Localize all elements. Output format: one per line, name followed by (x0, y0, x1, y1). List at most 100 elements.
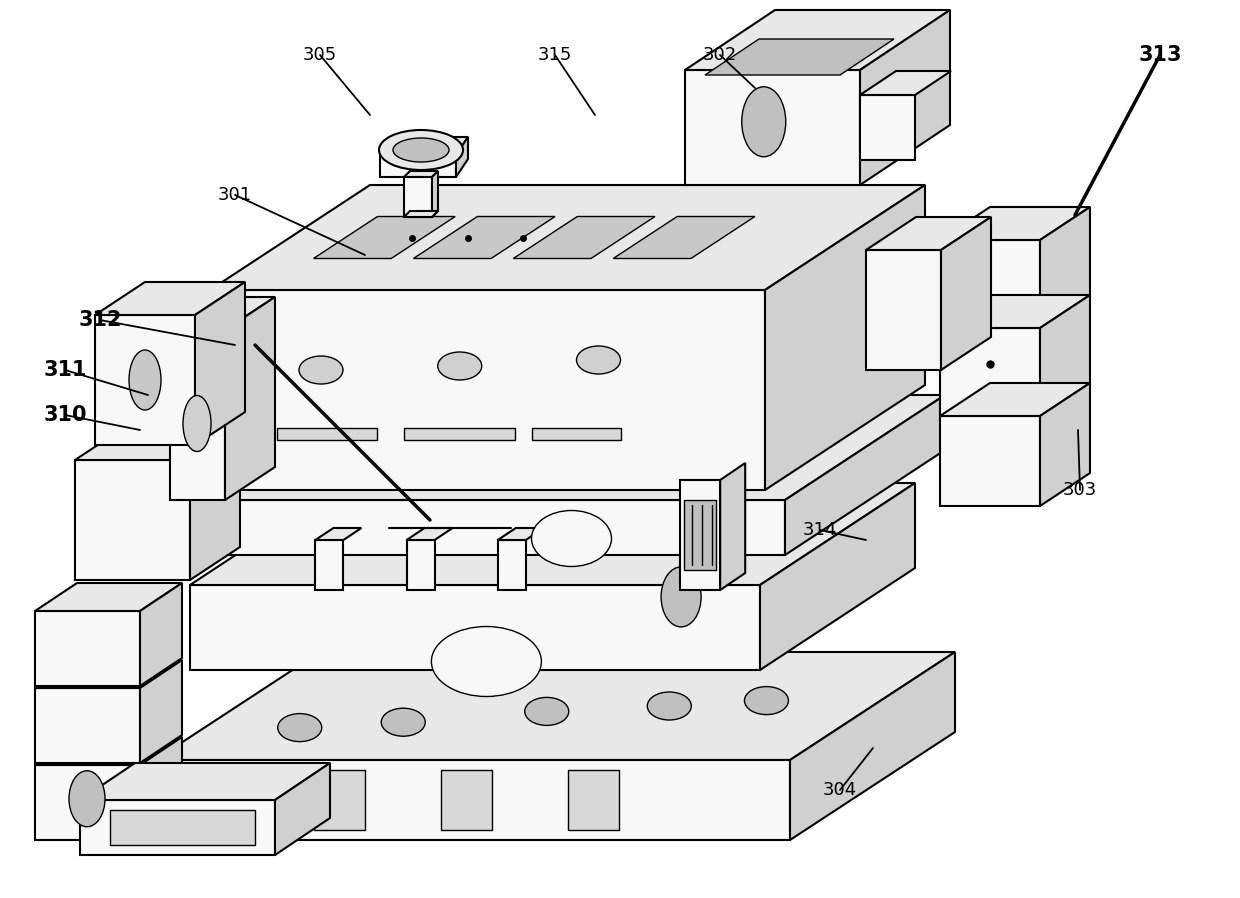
Polygon shape (379, 155, 456, 177)
Text: 304: 304 (823, 781, 857, 799)
Polygon shape (940, 240, 1040, 330)
Polygon shape (684, 500, 717, 570)
Polygon shape (175, 500, 785, 555)
Ellipse shape (379, 130, 463, 170)
Ellipse shape (299, 356, 343, 384)
Text: 312: 312 (78, 310, 122, 330)
Polygon shape (195, 282, 246, 445)
Polygon shape (190, 427, 241, 580)
Polygon shape (155, 760, 790, 840)
Ellipse shape (525, 698, 569, 726)
Polygon shape (277, 428, 377, 440)
Ellipse shape (432, 627, 542, 697)
Polygon shape (866, 250, 941, 370)
Polygon shape (940, 207, 1090, 240)
Polygon shape (140, 737, 182, 840)
Ellipse shape (661, 567, 701, 627)
Polygon shape (497, 540, 526, 590)
Polygon shape (210, 185, 925, 290)
Polygon shape (404, 211, 438, 217)
Polygon shape (35, 660, 182, 688)
Polygon shape (35, 737, 182, 765)
Text: 315: 315 (538, 46, 572, 64)
Polygon shape (224, 297, 275, 500)
Polygon shape (190, 483, 915, 585)
Polygon shape (170, 330, 224, 500)
Polygon shape (404, 177, 432, 217)
Polygon shape (785, 395, 945, 555)
Polygon shape (1040, 295, 1090, 418)
Polygon shape (684, 70, 861, 185)
Ellipse shape (742, 87, 786, 157)
Polygon shape (568, 770, 619, 830)
Polygon shape (497, 528, 544, 540)
Polygon shape (110, 810, 255, 845)
Polygon shape (407, 540, 434, 590)
Polygon shape (35, 688, 140, 763)
Polygon shape (760, 483, 915, 670)
Polygon shape (790, 652, 955, 840)
Text: 305: 305 (303, 46, 337, 64)
Polygon shape (941, 217, 991, 370)
Polygon shape (140, 583, 182, 686)
Polygon shape (404, 171, 438, 177)
Ellipse shape (647, 692, 692, 720)
Polygon shape (440, 770, 491, 830)
Text: 302: 302 (703, 46, 737, 64)
Polygon shape (170, 297, 275, 330)
Polygon shape (95, 282, 246, 315)
Polygon shape (1040, 383, 1090, 506)
Polygon shape (275, 763, 330, 855)
Polygon shape (681, 480, 720, 590)
Polygon shape (35, 611, 140, 686)
Polygon shape (74, 427, 241, 460)
Polygon shape (940, 328, 1040, 418)
Text: 311: 311 (43, 360, 87, 380)
Text: 314: 314 (802, 521, 837, 539)
Polygon shape (413, 216, 556, 259)
Polygon shape (1040, 207, 1090, 330)
Polygon shape (940, 295, 1090, 328)
Polygon shape (35, 765, 140, 840)
Polygon shape (175, 395, 945, 500)
Polygon shape (190, 585, 760, 670)
Text: 303: 303 (1063, 481, 1097, 499)
Polygon shape (210, 290, 765, 490)
Polygon shape (81, 800, 275, 855)
Ellipse shape (532, 510, 611, 567)
Polygon shape (861, 10, 950, 185)
Ellipse shape (577, 346, 620, 374)
Polygon shape (407, 528, 453, 540)
Polygon shape (940, 416, 1040, 506)
Polygon shape (35, 583, 182, 611)
Polygon shape (404, 428, 516, 440)
Polygon shape (379, 137, 467, 155)
Polygon shape (706, 39, 894, 75)
Polygon shape (140, 660, 182, 763)
Polygon shape (314, 770, 365, 830)
Ellipse shape (393, 138, 449, 162)
Ellipse shape (438, 352, 482, 380)
Polygon shape (861, 71, 951, 95)
Polygon shape (940, 383, 1090, 416)
Polygon shape (513, 216, 655, 259)
Polygon shape (456, 137, 467, 177)
Polygon shape (81, 763, 330, 800)
Polygon shape (314, 216, 455, 259)
Polygon shape (155, 652, 955, 760)
Polygon shape (614, 216, 755, 259)
Polygon shape (315, 528, 361, 540)
Polygon shape (432, 171, 438, 217)
Text: 310: 310 (43, 405, 87, 425)
Polygon shape (532, 428, 621, 440)
Polygon shape (765, 185, 925, 490)
Polygon shape (720, 463, 745, 590)
Polygon shape (74, 460, 190, 580)
Ellipse shape (381, 709, 425, 736)
Polygon shape (684, 10, 950, 70)
Polygon shape (866, 217, 991, 250)
Polygon shape (861, 95, 915, 160)
Ellipse shape (69, 770, 105, 827)
Ellipse shape (744, 687, 789, 715)
Text: 313: 313 (1138, 45, 1182, 65)
